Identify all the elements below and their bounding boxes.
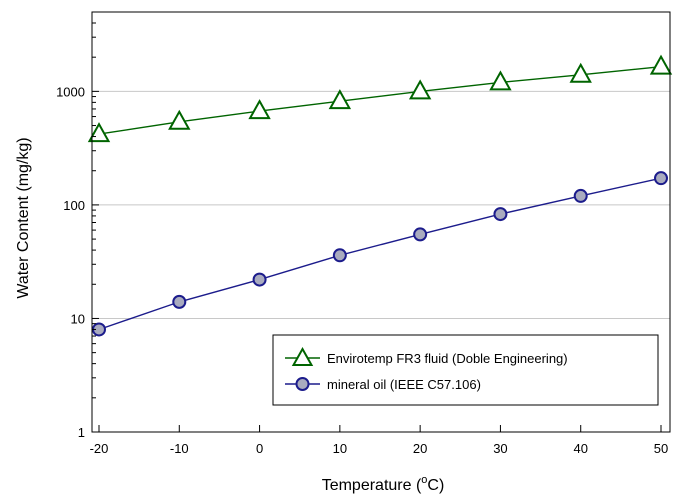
series-lines: [98, 66, 662, 331]
x-tick-label: 30: [493, 441, 507, 456]
x-tick-label: 20: [413, 441, 427, 456]
x-axis-title-unit: C): [427, 477, 444, 494]
x-tick-label: -20: [90, 441, 109, 456]
x-tick-label: 40: [573, 441, 587, 456]
legend-mineral-circle-marker: [295, 377, 310, 391]
x-tick-label: 0: [256, 441, 263, 456]
mineral-oil-data-point: [493, 207, 508, 222]
y-tick-label: 1000: [56, 84, 85, 99]
mineral-oil-data-point: [413, 227, 428, 242]
grid-lines: [92, 90, 670, 319]
x-axis-title: Temperature (oC): [322, 474, 445, 494]
mineral-oil-data-point: [332, 248, 347, 263]
fr3-series-line: [98, 66, 662, 135]
x-tick-label: 50: [654, 441, 668, 456]
y-axis-ticks: 1 10 100 1000: [56, 11, 99, 440]
mineral-oil-series-line: [98, 177, 662, 331]
y-tick-label: 1: [78, 425, 85, 440]
x-tick-label: 10: [333, 441, 347, 456]
legend-fr3-label: Envirotemp FR3 fluid (Doble Engineering): [327, 351, 568, 366]
x-tick-label: -10: [170, 441, 189, 456]
y-tick-label: 100: [63, 198, 85, 213]
x-axis-title-main: Temperature (: [322, 477, 422, 494]
x-axis-title-degree: o: [421, 474, 427, 486]
legend-fr3-triangle-marker: [291, 346, 314, 366]
legend-mineral-label: mineral oil (IEEE C57.106): [327, 377, 481, 392]
fr3-data-point: [168, 109, 191, 130]
fr3-data-point: [569, 62, 592, 83]
fr3-data-point: [408, 79, 432, 100]
legend-box: [272, 334, 659, 406]
fr3-data-point: [649, 54, 673, 75]
legend: Envirotemp FR3 fluid (Doble Engineering)…: [272, 334, 659, 406]
fr3-data-point: [248, 99, 271, 120]
fr3-data-point: [328, 89, 352, 110]
mineral-oil-data-point: [172, 294, 187, 309]
y-tick-label: 10: [71, 311, 85, 326]
mineral-oil-data-point: [654, 171, 668, 186]
mineral-oil-data-point: [573, 188, 588, 203]
fr3-data-point: [489, 70, 512, 91]
mineral-oil-data-point: [252, 272, 267, 287]
x-axis-ticks: -20 -10 0 10 20 30 40 50: [90, 425, 668, 456]
y-axis-title: Water Content (mg/kg): [15, 137, 32, 298]
series-markers: [87, 54, 673, 337]
